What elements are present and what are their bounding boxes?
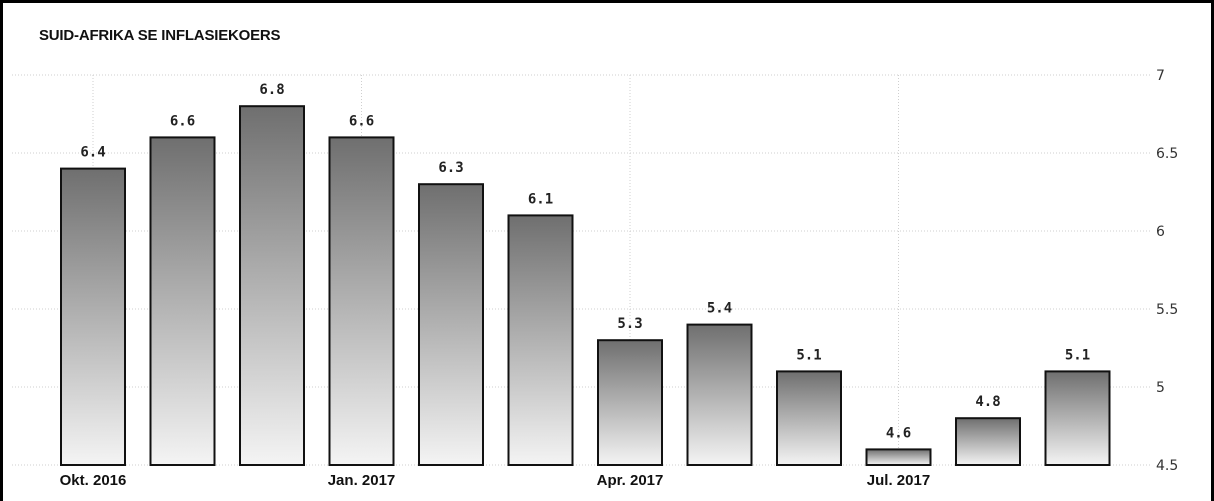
bar-9 (865, 448, 932, 466)
x-tick-label-9: Jul. 2017 (867, 472, 930, 489)
bar-1 (149, 136, 216, 466)
bar-10 (955, 417, 1021, 467)
y-tick-label-5: 4.5 (1156, 458, 1178, 474)
data-label-5: 6.1 (528, 191, 553, 207)
data-label-7: 5.4 (707, 301, 732, 317)
y-tick-label-1: 6.5 (1156, 146, 1178, 162)
bar-6 (597, 339, 663, 467)
bar-3 (328, 136, 395, 466)
data-label-0: 6.4 (80, 145, 105, 161)
data-label-3: 6.6 (349, 113, 374, 129)
y-tick-label-3: 5.5 (1156, 302, 1178, 318)
bar-4 (418, 183, 484, 466)
x-axis-ticks: Okt. 2016 Jan. 2017 Apr. 2017 Jul. 2017 (60, 472, 931, 489)
data-label-2: 6.8 (259, 82, 284, 98)
data-label-9: 4.6 (886, 425, 911, 441)
y-tick-label-2: 6 (1156, 224, 1165, 240)
y-axis-ticks: 7 6.5 6 5.5 5 4.5 (1156, 68, 1178, 474)
data-label-8: 5.1 (796, 347, 821, 363)
x-tick-label-6: Apr. 2017 (597, 472, 664, 489)
bar-2 (239, 105, 305, 466)
data-label-10: 4.8 (975, 394, 1000, 410)
data-label-11: 5.1 (1065, 347, 1090, 363)
data-labels: 6.4 6.6 6.8 6.6 6.3 6.1 5.3 5.4 5.1 4.6 4.8 5.1 (80, 82, 1090, 441)
x-tick-label-3: Jan. 2017 (328, 472, 396, 489)
y-tick-label-4: 5 (1156, 380, 1165, 396)
x-tick-label-0: Okt. 2016 (60, 472, 127, 489)
data-label-1: 6.6 (170, 113, 195, 129)
bar-0 (60, 167, 126, 466)
bar-5 (507, 214, 574, 466)
bar-8 (776, 370, 842, 466)
bars (60, 105, 1111, 467)
bar-7 (686, 323, 753, 466)
bar-11 (1044, 370, 1111, 466)
data-label-6: 5.3 (617, 316, 642, 332)
chart-title: SUID-AFRIKA SE INFLASIEKOERS (39, 27, 281, 44)
data-label-4: 6.3 (438, 160, 463, 176)
y-tick-label-0: 7 (1156, 68, 1165, 84)
